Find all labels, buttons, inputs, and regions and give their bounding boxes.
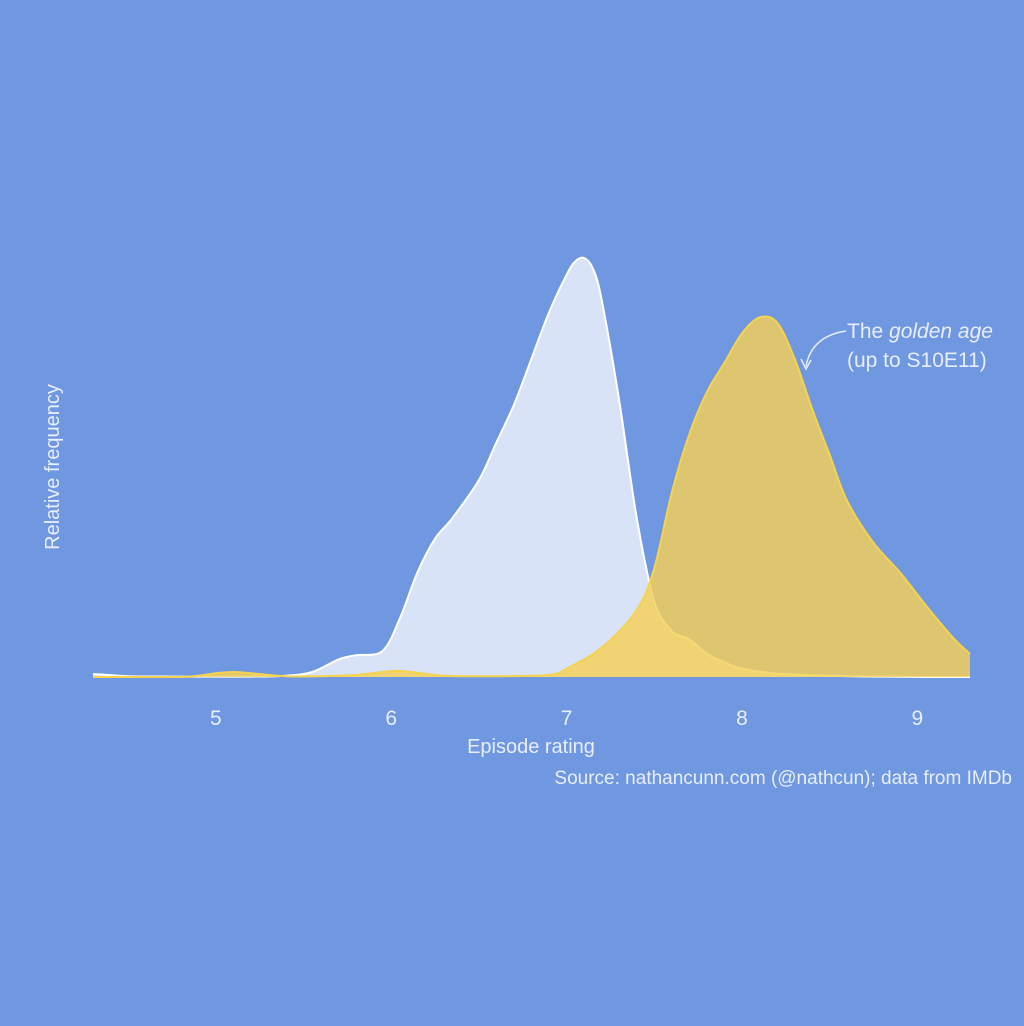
annotation-arrowhead [800,358,812,371]
x-tick-label: 7 [561,707,573,730]
series-layer [92,256,971,679]
annotation-line-2: (up to S10E11) [847,349,987,372]
annotation-prefix: The [847,320,889,343]
annotation-line-1: The golden age [847,320,993,343]
y-axis-title: Relative frequency [42,384,64,550]
density-area-golden-age [93,316,970,677]
x-tick-label: 8 [736,707,748,730]
annotation-arrow [805,330,847,367]
x-tick-label: 5 [210,707,222,730]
x-tick-label: 6 [385,707,397,730]
density-area-later [93,257,970,677]
source-caption: Source: nathancunn.com (@nathcun); data … [554,768,1012,789]
density-line-golden-age [93,315,971,679]
golden-age-annotation: The golden age (up to S10E11) [800,320,993,372]
annotation-emphasis: golden age [889,320,993,343]
x-tick-label: 9 [912,707,924,730]
x-axis-title: Episode rating [467,736,595,758]
x-axis-ticks: 5 6 7 8 9 [210,707,923,730]
